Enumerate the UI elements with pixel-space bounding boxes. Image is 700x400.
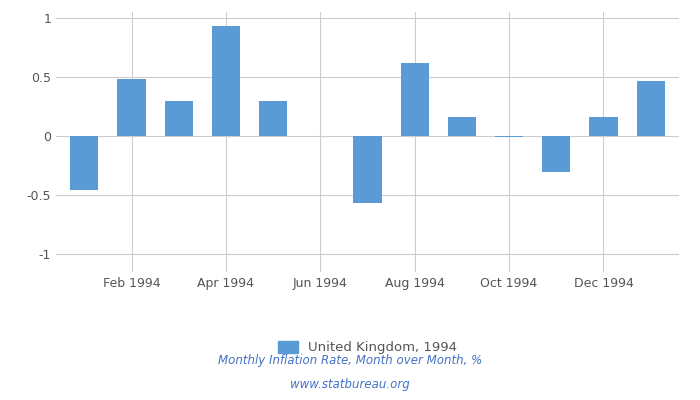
Bar (259, 101, 287, 136)
Bar (164, 101, 193, 136)
Legend: United Kingdom, 1994: United Kingdom, 1994 (272, 336, 463, 360)
Bar (448, 117, 476, 136)
Bar (70, 136, 99, 190)
Bar (636, 80, 665, 136)
Text: Monthly Inflation Rate, Month over Month, %: Monthly Inflation Rate, Month over Month… (218, 354, 482, 367)
Bar (495, 136, 523, 137)
Bar (118, 79, 146, 136)
Text: www.statbureau.org: www.statbureau.org (290, 378, 410, 391)
Bar (589, 117, 617, 136)
Bar (542, 136, 570, 172)
Bar (400, 63, 429, 136)
Bar (354, 136, 382, 204)
Bar (211, 26, 240, 136)
